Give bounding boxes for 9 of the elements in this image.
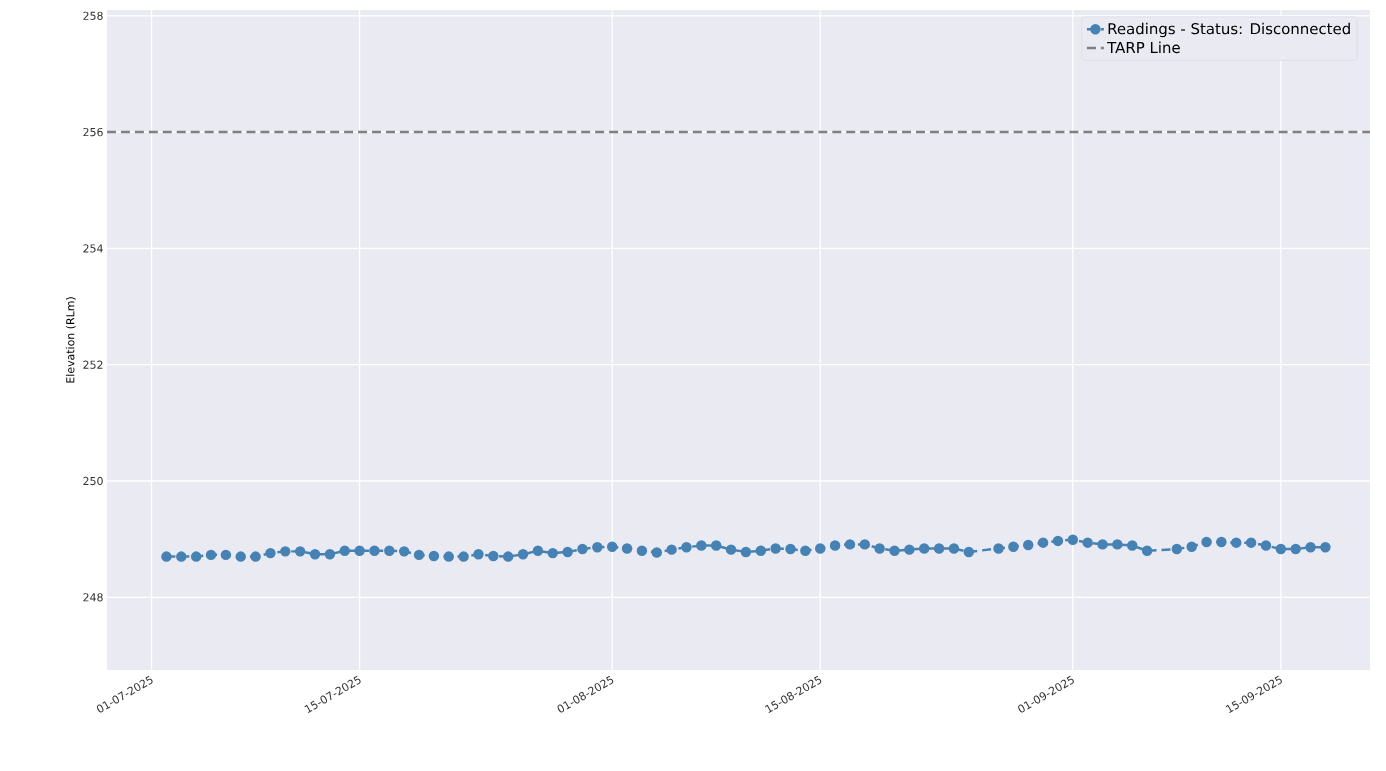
y-tick-label: 256: [83, 127, 103, 137]
y-tick-label: 258: [83, 11, 103, 20]
y-tick-label: 254: [83, 244, 103, 253]
legend-label: TARP Line: [1107, 41, 1180, 54]
y-tick-label: 248: [83, 593, 103, 602]
legend-label: Readings - Status: Disconnected: [1108, 22, 1350, 38]
y-axis-title: Elevation (RLm): [65, 297, 76, 383]
y-tick-label: 252: [83, 360, 103, 369]
y-tick-label: 250: [83, 476, 103, 486]
